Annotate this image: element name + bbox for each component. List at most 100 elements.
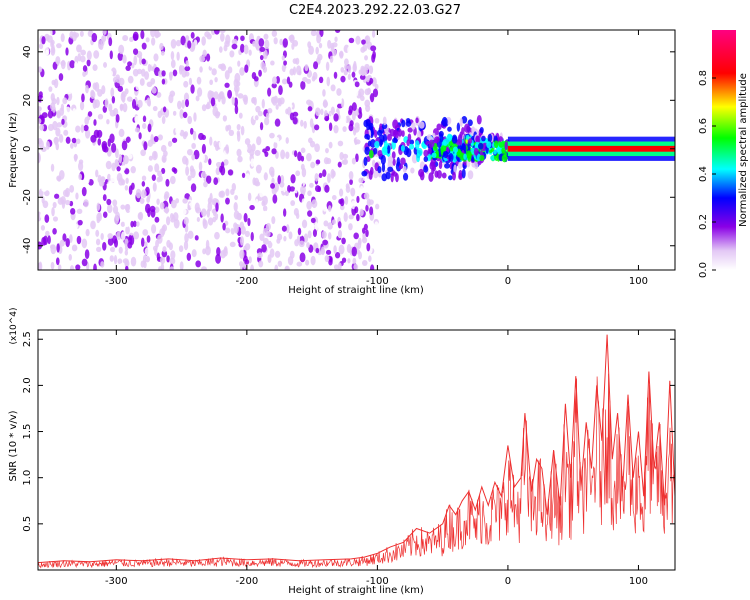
- heat-cell: [392, 158, 396, 166]
- heat-cell: [83, 124, 89, 132]
- heat-cell: [181, 99, 185, 109]
- heat-cell: [128, 234, 132, 245]
- heat-cell: [219, 165, 223, 173]
- heat-cell: [60, 59, 66, 70]
- heat-cell: [161, 70, 166, 77]
- heat-cell: [151, 224, 157, 234]
- heat-cell: [304, 64, 309, 72]
- heat-cell: [423, 156, 429, 163]
- heat-cell: [141, 181, 146, 187]
- heat-cell: [157, 134, 163, 141]
- heat-cell: [150, 57, 155, 67]
- heat-cell: [209, 136, 213, 146]
- heat-cell: [356, 213, 360, 222]
- heat-cell: [38, 261, 43, 270]
- heat-cell: [151, 86, 157, 94]
- heat-cell: [330, 84, 336, 92]
- heat-cell: [351, 246, 358, 257]
- heat-cell: [130, 220, 134, 228]
- heat-cell: [103, 62, 108, 68]
- heat-cell: [332, 170, 336, 178]
- heat-cell: [351, 110, 356, 121]
- heat-cell: [300, 185, 306, 195]
- heat-cell: [191, 142, 196, 150]
- heat-cell: [461, 168, 466, 179]
- heat-cell: [341, 237, 346, 245]
- heat-cell: [474, 160, 479, 170]
- heat-cell: [259, 233, 265, 241]
- spectrogram-y-label: Frequency (Hz): [8, 112, 19, 188]
- heat-cell: [154, 206, 160, 213]
- heat-cell: [139, 197, 145, 204]
- heat-cell: [498, 139, 505, 148]
- heat-cell: [144, 84, 148, 93]
- heat-cell: [351, 157, 356, 165]
- snr-noise-trace: [38, 373, 675, 569]
- heat-cell: [337, 161, 342, 168]
- heat-cell: [365, 204, 369, 212]
- heat-cell: [265, 222, 271, 231]
- heat-cell: [325, 249, 332, 255]
- heat-cell: [175, 39, 182, 47]
- heat-cell: [225, 34, 231, 45]
- heat-cell: [255, 198, 259, 209]
- y-tick-label: -40: [22, 238, 33, 254]
- heat-cell: [276, 238, 281, 244]
- heat-cell: [166, 255, 170, 263]
- heat-cell: [239, 67, 245, 76]
- heat-cell: [96, 212, 102, 222]
- heat-cell: [325, 147, 329, 154]
- heat-cell: [116, 172, 123, 183]
- heat-cell: [428, 139, 435, 148]
- heat-cell: [38, 118, 42, 124]
- heat-cell: [112, 199, 118, 207]
- heat-cell: [461, 127, 465, 135]
- heat-cell: [73, 223, 79, 229]
- heat-cell: [96, 246, 102, 253]
- heat-cell: [292, 66, 297, 76]
- heat-cell: [114, 247, 119, 253]
- heat-cell: [302, 132, 307, 139]
- heat-cell: [61, 118, 65, 125]
- heat-cell: [168, 71, 173, 78]
- heat-cell: [111, 96, 116, 104]
- heat-cell: [70, 208, 76, 215]
- heat-cell: [374, 83, 379, 90]
- heat-cell: [479, 154, 485, 162]
- heat-cell: [259, 54, 264, 61]
- heat-cell: [170, 51, 175, 60]
- heat-cell: [287, 106, 292, 116]
- heat-cell: [355, 153, 359, 163]
- heat-cell: [315, 247, 320, 254]
- heat-cell: [315, 107, 321, 117]
- heat-cell: [400, 144, 405, 152]
- heat-cell: [185, 60, 189, 67]
- heat-cell: [363, 192, 370, 200]
- heat-cell: [265, 184, 272, 193]
- heat-cell: [287, 184, 291, 193]
- heat-cell: [44, 190, 50, 197]
- heat-cell: [389, 128, 395, 137]
- heat-cell: [140, 30, 145, 40]
- heat-cell: [146, 97, 151, 107]
- heat-cell: [313, 61, 319, 70]
- heat-cell: [316, 34, 322, 44]
- heat-cell: [265, 146, 271, 152]
- heat-cell: [416, 147, 423, 157]
- heat-cell: [498, 136, 503, 142]
- heat-cell: [165, 216, 171, 226]
- heat-cell: [259, 122, 264, 131]
- heat-cell: [201, 134, 207, 141]
- heat-cell: [300, 147, 306, 154]
- heat-cell: [250, 264, 255, 270]
- heat-cell: [406, 148, 412, 158]
- heat-cell: [106, 204, 113, 214]
- heat-cell: [63, 177, 69, 188]
- heat-cell: [261, 98, 265, 109]
- heat-cell: [340, 75, 346, 83]
- heat-cell: [213, 177, 219, 185]
- heat-cell: [169, 257, 176, 265]
- heat-cell: [233, 201, 238, 212]
- heat-cell: [114, 158, 119, 168]
- heat-cell: [279, 181, 285, 188]
